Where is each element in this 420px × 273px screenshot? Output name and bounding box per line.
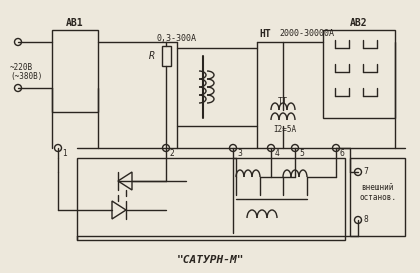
Text: I2=5А: I2=5А	[273, 126, 297, 135]
Circle shape	[229, 144, 236, 152]
Text: 8: 8	[363, 215, 368, 224]
Circle shape	[55, 144, 61, 152]
Text: 5: 5	[299, 149, 304, 158]
Bar	[350, 158, 405, 236]
Text: ТТ: ТТ	[278, 97, 288, 106]
Text: внешний: внешний	[361, 183, 394, 192]
Text: "САТУРН-М": "САТУРН-М"	[176, 255, 244, 265]
Text: ~220В: ~220В	[10, 64, 33, 73]
Bar	[77, 158, 345, 240]
Text: АВ2: АВ2	[350, 18, 368, 28]
Text: НТ: НТ	[259, 29, 271, 39]
Text: останов.: останов.	[359, 194, 396, 203]
Bar	[323, 30, 395, 118]
Text: 2: 2	[170, 149, 175, 158]
Circle shape	[15, 85, 21, 91]
Circle shape	[291, 144, 299, 152]
Text: R: R	[149, 51, 155, 61]
Circle shape	[333, 144, 339, 152]
Text: 1: 1	[62, 149, 67, 158]
Circle shape	[268, 144, 275, 152]
Text: (~380В): (~380В)	[10, 72, 42, 81]
Text: 0,3-300А: 0,3-300А	[157, 34, 197, 43]
Text: АВ1: АВ1	[66, 18, 84, 28]
Text: 3: 3	[237, 149, 242, 158]
Circle shape	[163, 144, 170, 152]
Text: 4: 4	[275, 149, 280, 158]
Bar	[162, 46, 171, 66]
Text: 6: 6	[340, 149, 345, 158]
Circle shape	[15, 38, 21, 46]
Text: 7: 7	[363, 168, 368, 177]
Circle shape	[354, 216, 362, 224]
Bar	[177, 48, 257, 126]
Text: 2000-30000А: 2000-30000А	[279, 29, 334, 38]
Circle shape	[354, 168, 362, 176]
Bar	[52, 30, 98, 112]
